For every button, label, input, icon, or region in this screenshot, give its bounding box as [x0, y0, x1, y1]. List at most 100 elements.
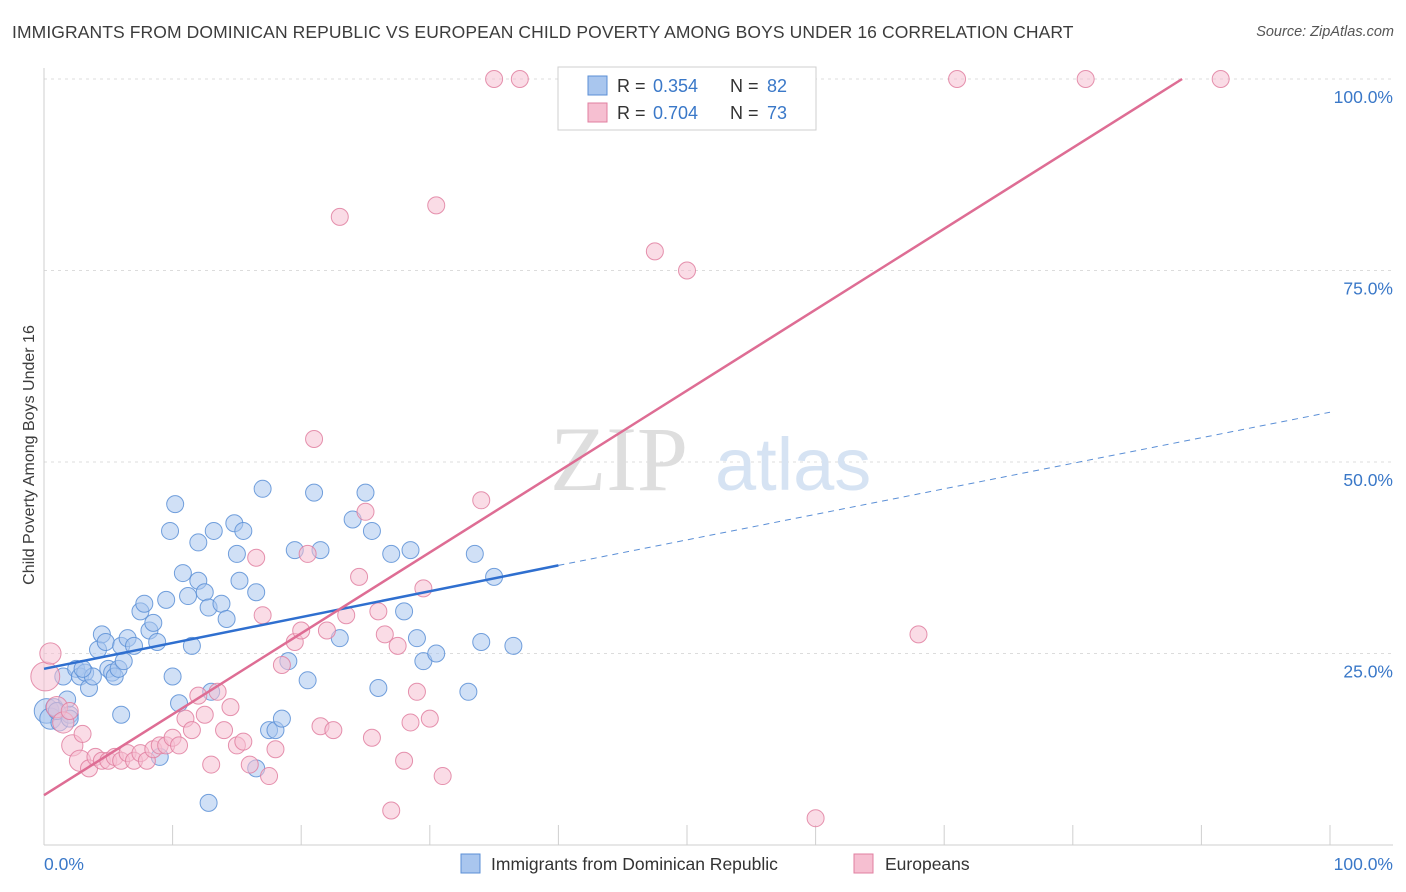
point-blue-35 [195, 583, 214, 602]
watermark: ZIP atlas [550, 408, 871, 510]
points-layer [30, 70, 1230, 828]
point-blue-66 [382, 544, 401, 563]
point-blue-71 [427, 644, 446, 663]
y-axis-label: Child Poverty Among Boys Under 16 [21, 325, 38, 585]
point-pink-7 [73, 724, 92, 743]
point-blue-42 [230, 571, 249, 590]
point-pink-33 [240, 755, 259, 774]
y-tick-label-50: 50.0% [1343, 470, 1393, 490]
x-tick-label-max: 100.0% [1334, 854, 1393, 874]
point-pink-34 [247, 548, 266, 567]
legend-box: R = 0.354 N = 82 R = 0.704 N = 73 [557, 66, 817, 131]
point-pink-37 [266, 740, 285, 759]
point-pink-64 [510, 70, 529, 88]
point-pink-62 [472, 491, 491, 510]
watermark-zip: ZIP [550, 408, 688, 510]
legend-r-label-blue: R = [617, 76, 646, 96]
point-blue-55 [272, 709, 291, 728]
point-blue-59 [305, 483, 324, 502]
point-pink-32 [234, 732, 253, 751]
point-pink-41 [298, 544, 317, 563]
point-pink-1 [39, 642, 62, 665]
legend-r-value-blue: 0.354 [653, 76, 698, 96]
point-blue-76 [504, 636, 523, 655]
point-pink-46 [330, 207, 349, 226]
point-blue-48 [163, 667, 182, 686]
point-blue-39 [217, 610, 236, 629]
point-pink-68 [806, 809, 825, 828]
point-pink-24 [182, 721, 201, 740]
legend-n-label-pink: N = [730, 103, 759, 123]
point-pink-52 [375, 625, 394, 644]
point-blue-72 [465, 544, 484, 563]
point-pink-38 [272, 655, 291, 674]
point-pink-49 [356, 502, 375, 521]
point-pink-72 [1211, 70, 1230, 88]
trend-line-pink [43, 77, 1183, 797]
legend-swatch-pink [587, 102, 608, 123]
point-blue-14 [96, 633, 115, 652]
legend-r-label-pink: R = [617, 103, 646, 123]
point-pink-35 [253, 606, 272, 625]
point-blue-58 [298, 671, 317, 690]
point-pink-69 [909, 625, 928, 644]
bottom-legend-swatch-blue [460, 853, 481, 874]
point-blue-64 [356, 483, 375, 502]
point-pink-22 [170, 736, 189, 755]
bottom-legend-swatch-pink [853, 853, 874, 874]
point-pink-59 [420, 709, 439, 728]
point-blue-65 [369, 678, 388, 697]
point-pink-57 [407, 682, 426, 701]
point-blue-30 [166, 495, 185, 514]
point-pink-26 [195, 705, 214, 724]
point-pink-47 [337, 606, 356, 625]
point-blue-69 [407, 629, 426, 648]
point-pink-51 [369, 602, 388, 621]
point-pink-55 [395, 751, 414, 770]
point-blue-68 [401, 541, 420, 560]
point-blue-46 [112, 705, 131, 724]
point-blue-43 [234, 521, 253, 540]
point-blue-37 [204, 521, 223, 540]
point-pink-66 [678, 261, 696, 280]
point-pink-36 [260, 767, 279, 786]
point-blue-44 [247, 583, 266, 602]
point-blue-28 [157, 590, 176, 609]
point-pink-50 [362, 728, 381, 747]
point-pink-48 [350, 567, 369, 586]
point-pink-63 [485, 70, 504, 88]
point-pink-44 [317, 621, 336, 640]
point-blue-33 [182, 636, 201, 655]
legend-n-value-blue: 82 [767, 76, 787, 96]
point-blue-38 [212, 594, 231, 613]
point-blue-73 [459, 682, 478, 701]
legend-r-value-pink: 0.704 [653, 103, 698, 123]
point-pink-30 [221, 698, 240, 717]
point-pink-71 [1076, 70, 1095, 88]
point-blue-63 [362, 521, 381, 540]
point-blue-32 [179, 587, 198, 606]
point-blue-74 [472, 633, 491, 652]
y-tick-label-75: 75.0% [1343, 279, 1393, 299]
bottom-legend-label-pink: Europeans [885, 854, 970, 874]
point-blue-77 [199, 793, 218, 812]
point-blue-45 [189, 533, 208, 552]
point-pink-65 [645, 242, 664, 261]
point-pink-27 [202, 755, 221, 774]
point-pink-60 [427, 196, 446, 215]
point-pink-56 [401, 713, 420, 732]
point-blue-52 [253, 479, 272, 498]
chart-source: Source: ZipAtlas.com [1256, 24, 1394, 40]
x-tick-label-min: 0.0% [44, 854, 84, 874]
y-tick-label-25: 25.0% [1343, 662, 1393, 682]
point-pink-45 [324, 721, 343, 740]
point-blue-31 [173, 564, 192, 583]
legend-n-value-pink: 73 [767, 103, 787, 123]
bottom-legend-label-blue: Immigrants from Dominican Republic [491, 854, 778, 874]
point-pink-29 [215, 721, 234, 740]
point-pink-42 [305, 430, 324, 449]
chart-title: IMMIGRANTS FROM DOMINICAN REPUBLIC VS EU… [12, 22, 1074, 42]
point-blue-67 [395, 602, 414, 621]
point-pink-61 [433, 767, 452, 786]
